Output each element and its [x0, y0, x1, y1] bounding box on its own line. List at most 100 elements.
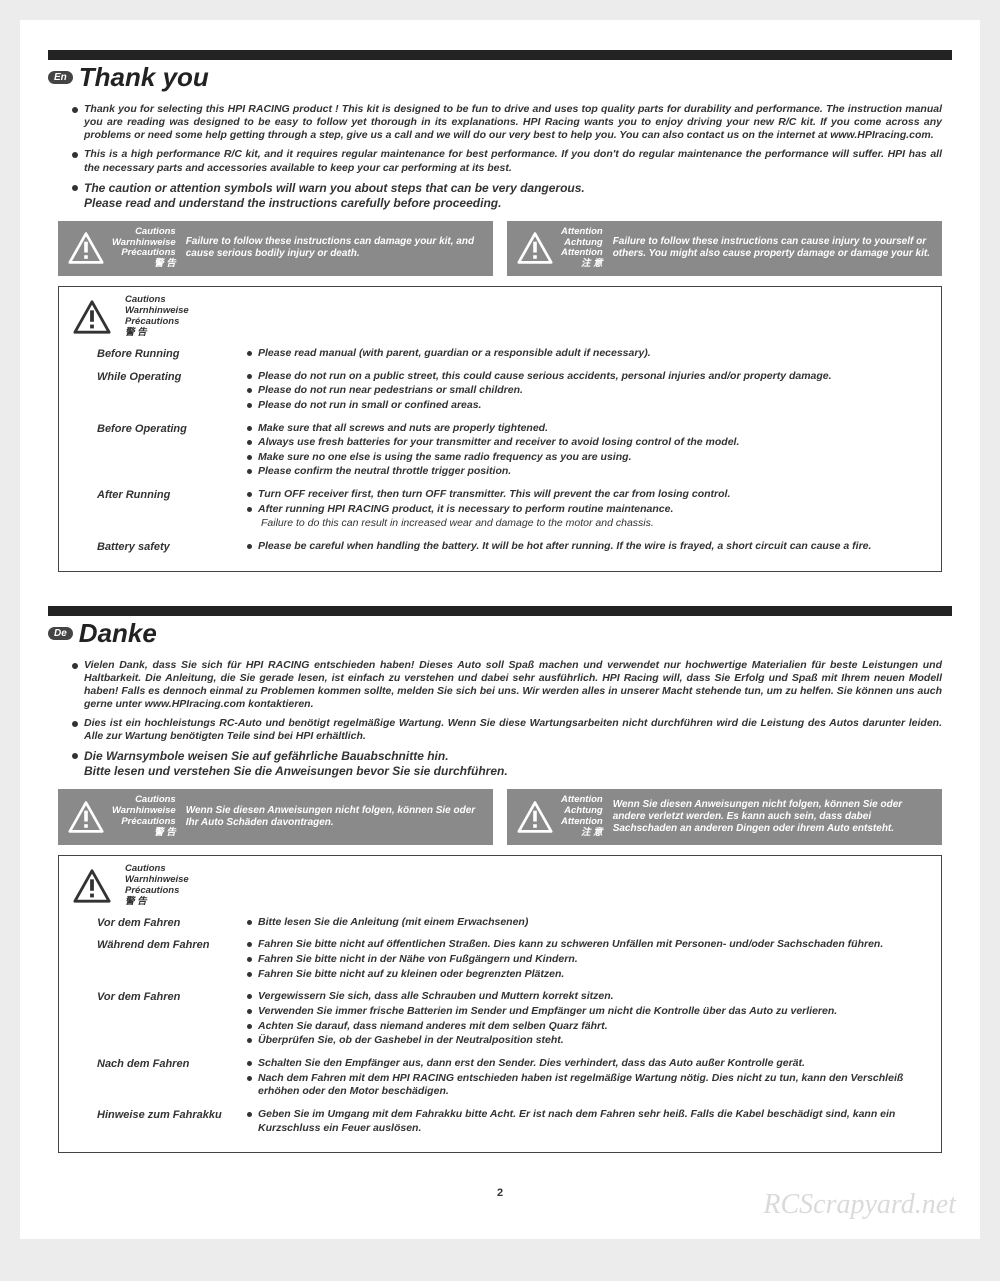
caution-box: Cautions Warnhinweise Précautions 警 告 Fa…: [58, 221, 493, 277]
bullet-icon: [72, 663, 78, 669]
caution-items: Please be careful when handling the batt…: [247, 540, 927, 555]
page-number: 2: [48, 1187, 952, 1199]
intro-text: Dies ist ein hochleistungs RC-Auto und b…: [84, 717, 942, 743]
warning-triangle-icon: [517, 230, 553, 266]
bullet-icon: [247, 426, 252, 431]
bullet-icon: [247, 455, 252, 460]
caution-item: Schalten Sie den Empfänger aus, dann ers…: [247, 1057, 927, 1071]
intro-text: This is a high performance R/C kit, and …: [84, 148, 942, 174]
caution-items: Geben Sie im Umgang mit dem Fahrakku bit…: [247, 1108, 927, 1136]
caution-desc: Failure to follow these instructions can…: [186, 236, 483, 260]
warning-triangle-icon: [73, 867, 111, 905]
caution-label: Während dem Fahren: [97, 938, 237, 982]
intro-bullet: This is a high performance R/C kit, and …: [72, 148, 942, 174]
caution-item-text: Please be careful when handling the batt…: [258, 540, 871, 554]
caution-item-text: Please do not run in small or confined a…: [258, 399, 481, 413]
caution-item-text: Fahren Sie bitte nicht auf öffentlichen …: [258, 938, 883, 952]
caution-item-text: Verwenden Sie immer frische Batterien im…: [258, 1005, 837, 1019]
caution-items: Vergewissern Sie sich, dass alle Schraub…: [247, 990, 927, 1049]
caution-item-text: Fahren Sie bitte nicht auf zu kleinen od…: [258, 968, 564, 982]
cautions-panel: Cautions Warnhinweise Précautions 警 告 Vo…: [58, 855, 942, 1153]
bullet-icon: [247, 920, 252, 925]
caution-item: Nach dem Fahren mit dem HPI RACING entsc…: [247, 1072, 927, 1099]
warning-triangle-icon: [517, 799, 553, 835]
intro-bullet: Vielen Dank, dass Sie sich für HPI RACIN…: [72, 659, 942, 712]
intro-bullet-bold: The caution or attention symbols will wa…: [72, 181, 942, 211]
caution-item-text: Nach dem Fahren mit dem HPI RACING entsc…: [258, 1072, 927, 1099]
caution-item: Fahren Sie bitte nicht auf öffentlichen …: [247, 938, 927, 952]
warning-boxes: Cautions Warnhinweise Précautions 警 告 Fa…: [48, 221, 952, 277]
caution-items: Please do not run on a public street, th…: [247, 370, 927, 414]
bullet-icon: [247, 492, 252, 497]
caution-item: Please do not run near pedestrians or sm…: [247, 384, 927, 398]
bullet-icon: [247, 1038, 252, 1043]
lang-badge: De: [48, 627, 73, 640]
attention-labels: Attention Achtung Attention 注 意: [561, 795, 603, 839]
caution-item-text: Vergewissern Sie sich, dass alle Schraub…: [258, 990, 614, 1004]
caution-label: While Operating: [97, 370, 237, 414]
attention-box: Attention Achtung Attention 注 意 Wenn Sie…: [507, 789, 942, 845]
caution-box: Cautions Warnhinweise Précautions 警 告 We…: [58, 789, 493, 845]
bullet-icon: [247, 972, 252, 977]
caution-item: After running HPI RACING product, it is …: [247, 503, 927, 517]
caution-items: Bitte lesen Sie die Anleitung (mit einem…: [247, 916, 927, 931]
caution-item: Please do not run on a public street, th…: [247, 370, 927, 384]
section-title: Danke: [79, 618, 157, 649]
bullet-icon: [247, 1061, 252, 1066]
bullet-icon: [247, 469, 252, 474]
bullet-icon: [72, 753, 78, 759]
caution-item: Fahren Sie bitte nicht auf zu kleinen od…: [247, 968, 927, 982]
caution-item-text: Bitte lesen Sie die Anleitung (mit einem…: [258, 916, 528, 930]
caution-items: Fahren Sie bitte nicht auf öffentlichen …: [247, 938, 927, 982]
warning-triangle-icon: [73, 298, 111, 336]
attention-desc: Failure to follow these instructions can…: [613, 236, 932, 260]
caution-item-text: Please do not run on a public street, th…: [258, 370, 832, 384]
lang-section: En Thank you Thank you for selecting thi…: [48, 50, 952, 572]
caution-item: Geben Sie im Umgang mit dem Fahrakku bit…: [247, 1108, 927, 1135]
caution-item: Fahren Sie bitte nicht in der Nähe von F…: [247, 953, 927, 967]
intro-bullet: Dies ist ein hochleistungs RC-Auto und b…: [72, 717, 942, 743]
caution-items: Turn OFF receiver first, then turn OFF t…: [247, 488, 927, 532]
caution-item-text: Achten Sie darauf, dass niemand anderes …: [258, 1020, 608, 1034]
caution-items: Schalten Sie den Empfänger aus, dann ers…: [247, 1057, 927, 1100]
intro-text: Vielen Dank, dass Sie sich für HPI RACIN…: [84, 659, 942, 712]
caution-item-text: Please do not run near pedestrians or sm…: [258, 384, 523, 398]
bullet-icon: [247, 994, 252, 999]
bullet-icon: [247, 942, 252, 947]
caution-grid: Before Running Please read manual (with …: [73, 347, 927, 555]
caution-desc: Wenn Sie diesen Anweisungen nicht folgen…: [186, 805, 483, 829]
bullet-icon: [72, 721, 78, 727]
caution-item: Please be careful when handling the batt…: [247, 540, 927, 554]
bullet-icon: [247, 1076, 252, 1081]
intro-bold-text: Die Warnsymbole weisen Sie auf gefährlic…: [84, 749, 508, 779]
caution-item-text: Failure to do this can result in increas…: [261, 517, 654, 531]
caution-item-text: Turn OFF receiver first, then turn OFF t…: [258, 488, 730, 502]
attention-box: Attention Achtung Attention 注 意 Failure …: [507, 221, 942, 277]
warning-triangle-icon: [68, 230, 104, 266]
caution-item-text: Make sure that all screws and nuts are p…: [258, 422, 548, 436]
caution-item: Verwenden Sie immer frische Batterien im…: [247, 1005, 927, 1019]
caution-item: Bitte lesen Sie die Anleitung (mit einem…: [247, 916, 927, 930]
caution-label: After Running: [97, 488, 237, 532]
caution-item-text: Please read manual (with parent, guardia…: [258, 347, 651, 361]
caution-item: Please read manual (with parent, guardia…: [247, 347, 927, 361]
bullet-icon: [247, 507, 252, 512]
caution-item: Always use fresh batteries for your tran…: [247, 436, 927, 450]
caution-labels: Cautions Warnhinweise Précautions 警 告: [112, 227, 176, 271]
attention-labels: Attention Achtung Attention 注 意: [561, 227, 603, 271]
caution-item: Make sure that all screws and nuts are p…: [247, 422, 927, 436]
section-header: En Thank you: [48, 50, 952, 93]
caution-label: Battery safety: [97, 540, 237, 555]
caution-grid: Vor dem Fahren Bitte lesen Sie die Anlei…: [73, 916, 927, 1136]
caution-item: Überprüfen Sie, ob der Gashebel in der N…: [247, 1034, 927, 1048]
intro-text: Thank you for selecting this HPI RACING …: [84, 103, 942, 142]
caution-label: Nach dem Fahren: [97, 1057, 237, 1100]
intro-bold-text: The caution or attention symbols will wa…: [84, 181, 585, 211]
section-header: De Danke: [48, 606, 952, 649]
caution-item-sub: Failure to do this can result in increas…: [247, 517, 927, 531]
caution-item-text: Make sure no one else is using the same …: [258, 451, 631, 465]
caution-item-text: Überprüfen Sie, ob der Gashebel in der N…: [258, 1034, 564, 1048]
intro-block: Vielen Dank, dass Sie sich für HPI RACIN…: [48, 659, 952, 780]
bullet-icon: [247, 351, 252, 356]
bullet-icon: [247, 388, 252, 393]
